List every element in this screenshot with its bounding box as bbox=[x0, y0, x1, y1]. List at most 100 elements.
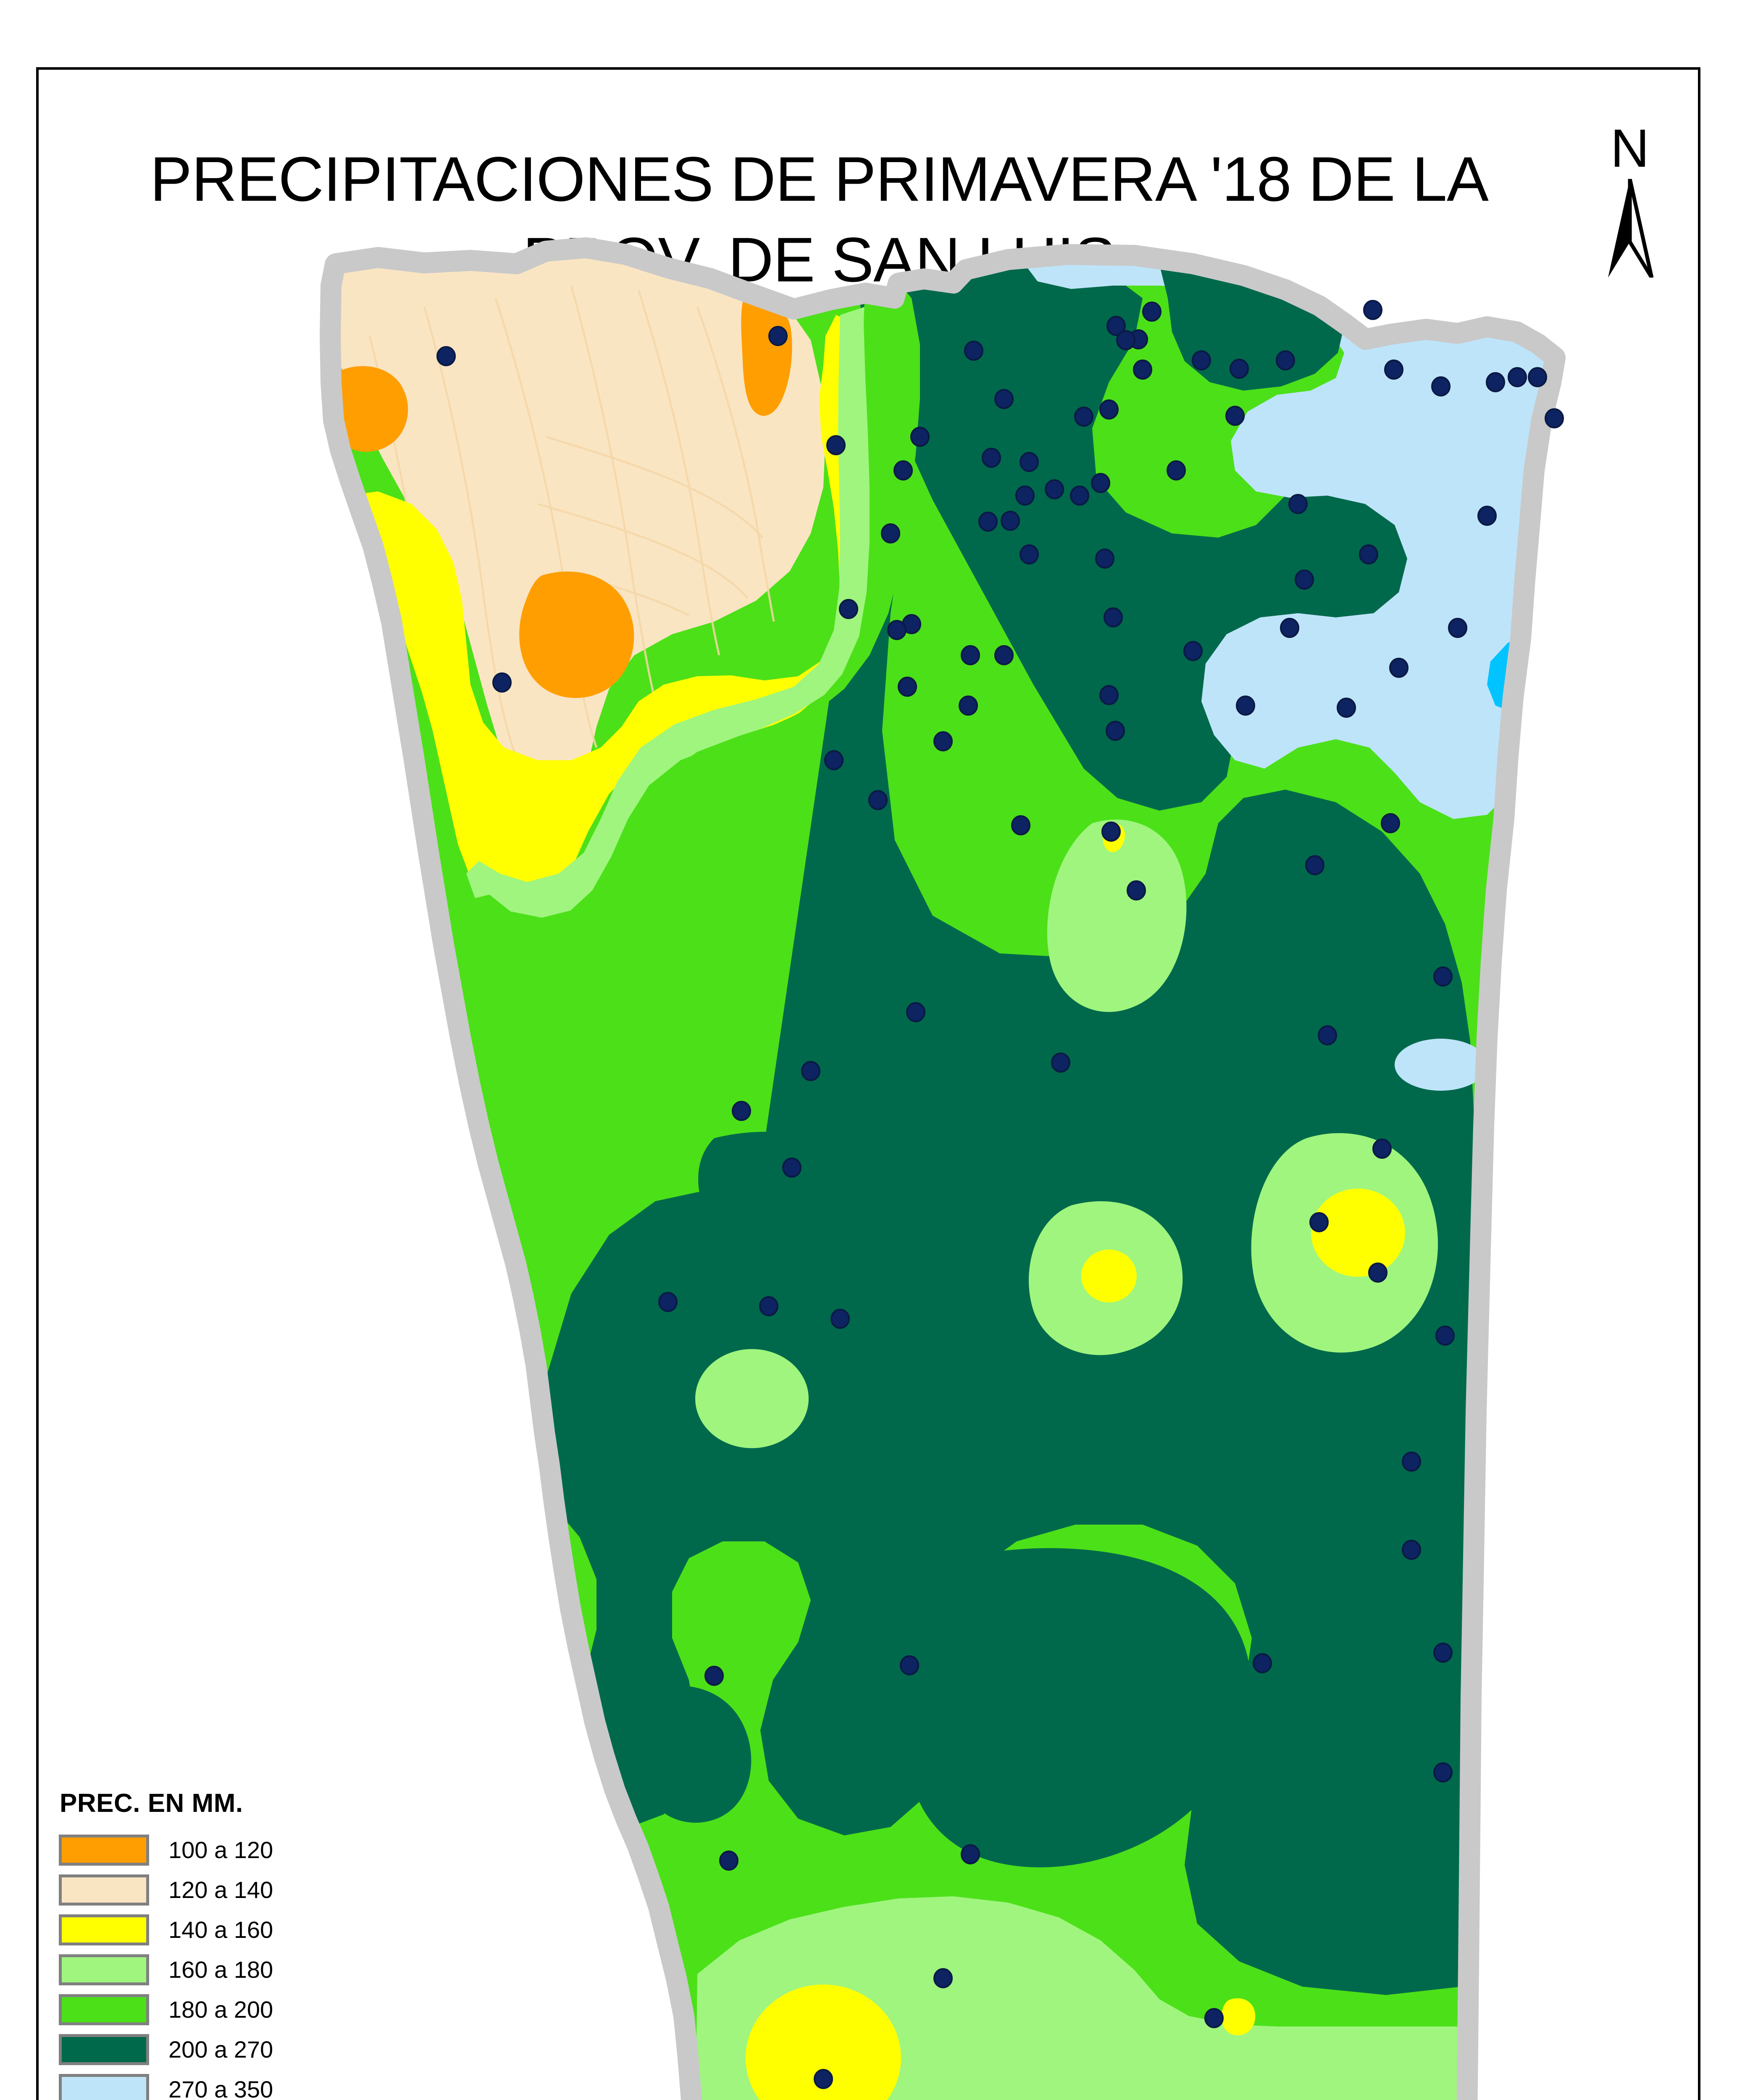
station-point bbox=[1192, 350, 1211, 370]
station-point bbox=[1477, 506, 1497, 526]
station-point bbox=[1142, 302, 1162, 322]
station-point bbox=[1433, 1643, 1453, 1663]
station-point bbox=[1101, 822, 1121, 842]
station-point bbox=[933, 731, 953, 751]
station-point bbox=[1051, 1053, 1070, 1073]
station-point bbox=[961, 1844, 980, 1864]
station-point bbox=[1133, 360, 1152, 380]
station-point bbox=[1001, 511, 1020, 531]
station-point bbox=[982, 448, 1001, 468]
station-point bbox=[1045, 479, 1064, 499]
class-140-160-core-center bbox=[1081, 1250, 1137, 1302]
class-160-180-south bbox=[696, 1896, 1467, 2100]
station-point bbox=[1280, 618, 1299, 638]
legend-item-180-200[interactable]: 180 a 200 bbox=[59, 1990, 563, 2029]
legend-label-270-350: 270 a 350 bbox=[168, 2076, 273, 2100]
station-point bbox=[1359, 544, 1378, 564]
class-140-160-core-east bbox=[1311, 1189, 1405, 1277]
station-point bbox=[814, 2069, 833, 2089]
legend-swatch-180-200 bbox=[59, 1994, 149, 2025]
station-point bbox=[978, 512, 998, 532]
legend-label-200-270: 200 a 270 bbox=[168, 2036, 273, 2063]
legend: PREC. EN MM. 100 a 120 120 a 140 140 a 1… bbox=[59, 1788, 563, 2100]
station-point bbox=[1389, 658, 1409, 678]
station-point bbox=[839, 599, 858, 619]
station-point bbox=[1372, 1139, 1392, 1159]
north-arrow-label: N bbox=[1610, 118, 1650, 178]
contour-lines bbox=[368, 285, 775, 782]
station-point bbox=[868, 790, 888, 810]
legend-label-100-120: 100 a 120 bbox=[168, 1837, 273, 1863]
station-point bbox=[1230, 359, 1249, 379]
station-point bbox=[1167, 460, 1186, 480]
station-point bbox=[1099, 685, 1119, 705]
station-point bbox=[719, 1851, 738, 1871]
legend-item-100-120[interactable]: 100 a 120 bbox=[59, 1830, 563, 1870]
station-point bbox=[1288, 494, 1308, 514]
station-point bbox=[1402, 1452, 1421, 1472]
class-140-160-se-spot bbox=[1221, 1998, 1256, 2035]
legend-item-120-140[interactable]: 120 a 140 bbox=[59, 1870, 563, 1910]
station-point bbox=[1104, 607, 1123, 627]
class-200-270-patch-west bbox=[698, 1131, 873, 1272]
legend-label-160-180: 160 a 180 bbox=[168, 1956, 273, 1983]
legend-label-180-200: 180 a 200 bbox=[168, 1996, 273, 2023]
legend-item-270-350[interactable]: 270 a 350 bbox=[59, 2069, 563, 2100]
weather-stations-layer[interactable] bbox=[436, 300, 1564, 2089]
station-point bbox=[1011, 815, 1030, 835]
station-point bbox=[959, 696, 978, 716]
station-point bbox=[732, 1101, 751, 1121]
station-point bbox=[1402, 1540, 1421, 1560]
class-160-180-blob-west bbox=[695, 1349, 809, 1448]
station-point bbox=[1099, 399, 1119, 420]
station-point bbox=[1309, 1212, 1329, 1232]
station-point bbox=[824, 750, 844, 770]
legend-swatch-200-270 bbox=[59, 2034, 149, 2065]
legend-item-140-160[interactable]: 140 a 160 bbox=[59, 1910, 563, 1950]
station-point bbox=[1318, 1025, 1337, 1045]
station-point bbox=[887, 620, 907, 640]
station-point bbox=[881, 523, 900, 543]
station-point bbox=[1448, 618, 1467, 638]
station-point bbox=[1384, 360, 1403, 380]
station-point bbox=[1204, 2008, 1224, 2028]
station-point bbox=[1015, 486, 1035, 506]
class-100-120-patch-west bbox=[332, 366, 408, 452]
class-200-270-patch-sw bbox=[637, 1685, 752, 1823]
station-point bbox=[1433, 1762, 1453, 1782]
station-point bbox=[1020, 452, 1039, 472]
station-point bbox=[1433, 966, 1453, 987]
legend-item-160-180[interactable]: 160 a 180 bbox=[59, 1950, 563, 1990]
station-point bbox=[994, 389, 1014, 409]
legend-swatch-120-140 bbox=[59, 1874, 149, 1906]
station-point bbox=[782, 1158, 801, 1178]
class-200-270-main bbox=[542, 252, 1474, 1995]
station-point bbox=[933, 1968, 953, 1988]
station-point bbox=[1020, 544, 1039, 564]
class-140-160-west-strip bbox=[332, 315, 874, 905]
station-point bbox=[1253, 1653, 1272, 1673]
station-point bbox=[906, 1002, 925, 1022]
station-point bbox=[893, 460, 913, 480]
legend-swatch-270-350 bbox=[59, 2074, 149, 2100]
station-point bbox=[1183, 641, 1203, 661]
station-point bbox=[1106, 721, 1125, 741]
station-point bbox=[1363, 300, 1382, 320]
class-270-350-east-blob bbox=[1395, 1039, 1487, 1091]
class-180-200-nw-wedge bbox=[473, 273, 920, 941]
class-100-120-patch-center bbox=[519, 571, 634, 698]
station-point bbox=[964, 341, 983, 361]
station-point bbox=[1106, 316, 1126, 336]
station-point bbox=[768, 326, 788, 346]
legend-swatch-160-180 bbox=[59, 1954, 149, 1985]
station-point bbox=[801, 1061, 820, 1081]
legend-title: PREC. EN MM. bbox=[60, 1789, 243, 1818]
legend-item-200-270[interactable]: 200 a 270 bbox=[59, 2029, 563, 2069]
north-arrow: N bbox=[1577, 118, 1682, 278]
legend-label-140-160: 140 a 160 bbox=[168, 1916, 273, 1943]
station-point bbox=[1381, 813, 1400, 833]
map-canvas[interactable] bbox=[0, 202, 1737, 2100]
station-point bbox=[759, 1296, 778, 1316]
class-120-140-nw bbox=[331, 251, 825, 798]
